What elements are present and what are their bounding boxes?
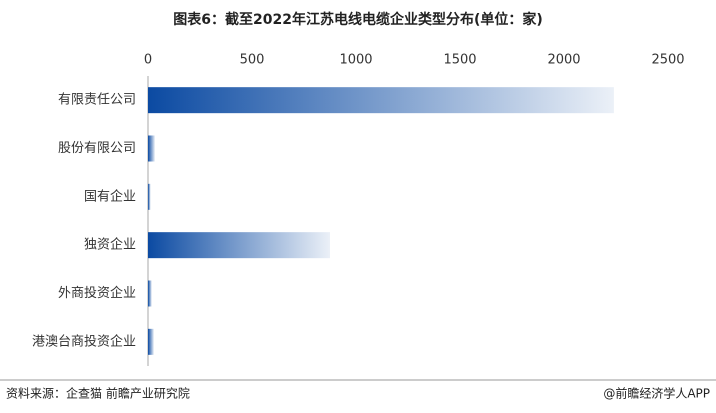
y-tick-label: 有限责任公司 — [58, 93, 136, 108]
bar — [148, 183, 151, 210]
x-tick-label: 1000 — [339, 53, 372, 68]
y-tick-label: 股份有限公司 — [58, 141, 136, 156]
chart-title: 图表6：截至2022年江苏电线电缆企业类型分布(单位：家) — [173, 11, 543, 28]
source: 资料来源：企查猫 前瞻产业研究院 — [6, 386, 190, 401]
brand: @前瞻经济学人APP — [603, 386, 710, 401]
y-tick-label: 外商投资企业 — [58, 285, 136, 301]
x-tick-label: 2500 — [651, 53, 684, 68]
bar — [148, 280, 152, 307]
y-tick-label: 国有企业 — [84, 188, 136, 204]
bar — [148, 87, 614, 114]
bar — [148, 328, 154, 355]
bar — [148, 232, 330, 259]
x-tick-label: 500 — [240, 53, 265, 68]
x-tick-label: 2000 — [547, 53, 580, 68]
x-tick-label: 0 — [144, 53, 152, 68]
bar — [148, 135, 155, 162]
y-tick-label: 独资企业 — [84, 237, 136, 253]
x-tick-label: 1500 — [443, 53, 476, 68]
y-tick-label: 港澳台商投资企业 — [32, 333, 136, 349]
